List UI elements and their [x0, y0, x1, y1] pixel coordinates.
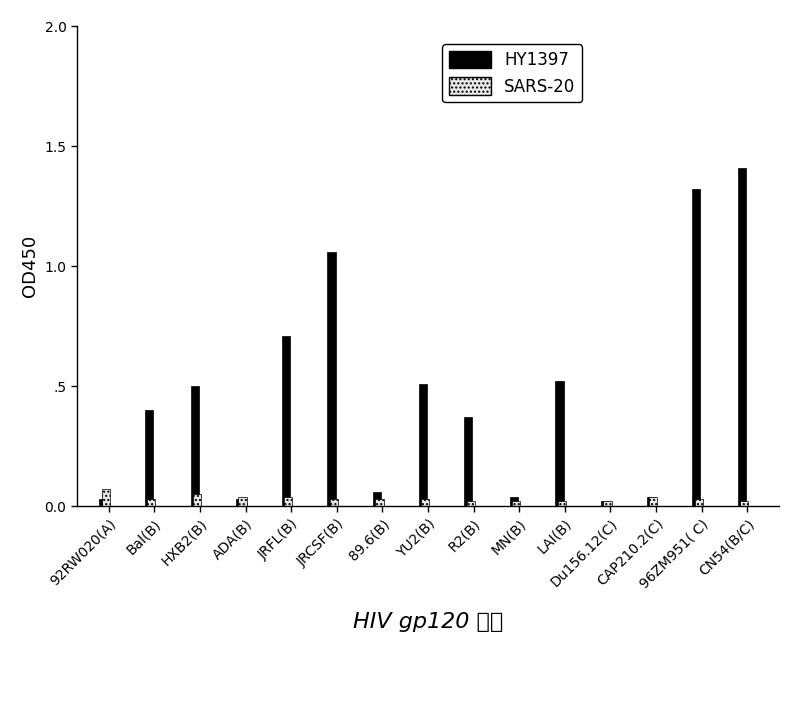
Bar: [282, 336, 290, 506]
Bar: [327, 252, 336, 506]
Bar: [558, 501, 566, 506]
Bar: [238, 496, 246, 506]
Bar: [601, 501, 610, 506]
Bar: [99, 499, 107, 506]
Bar: [147, 499, 155, 506]
Bar: [466, 501, 474, 506]
Bar: [738, 168, 746, 506]
Bar: [193, 494, 201, 506]
Bar: [692, 190, 701, 506]
Bar: [740, 501, 748, 506]
Bar: [694, 499, 702, 506]
Bar: [555, 382, 564, 506]
Bar: [603, 501, 611, 506]
Bar: [464, 418, 473, 506]
Bar: [236, 499, 245, 506]
Bar: [418, 384, 427, 506]
Bar: [649, 496, 657, 506]
Bar: [373, 492, 382, 506]
Bar: [512, 501, 520, 506]
Bar: [646, 496, 655, 506]
Y-axis label: OD450: OD450: [21, 235, 39, 297]
Bar: [421, 499, 429, 506]
Text: HIV gp120 抗原: HIV gp120 抗原: [353, 612, 503, 632]
Bar: [190, 386, 199, 506]
Bar: [102, 489, 110, 506]
Bar: [284, 496, 292, 506]
Bar: [330, 499, 338, 506]
Legend: HY1397, SARS-20: HY1397, SARS-20: [442, 44, 582, 102]
Bar: [510, 496, 518, 506]
Bar: [145, 410, 153, 506]
Bar: [375, 499, 383, 506]
